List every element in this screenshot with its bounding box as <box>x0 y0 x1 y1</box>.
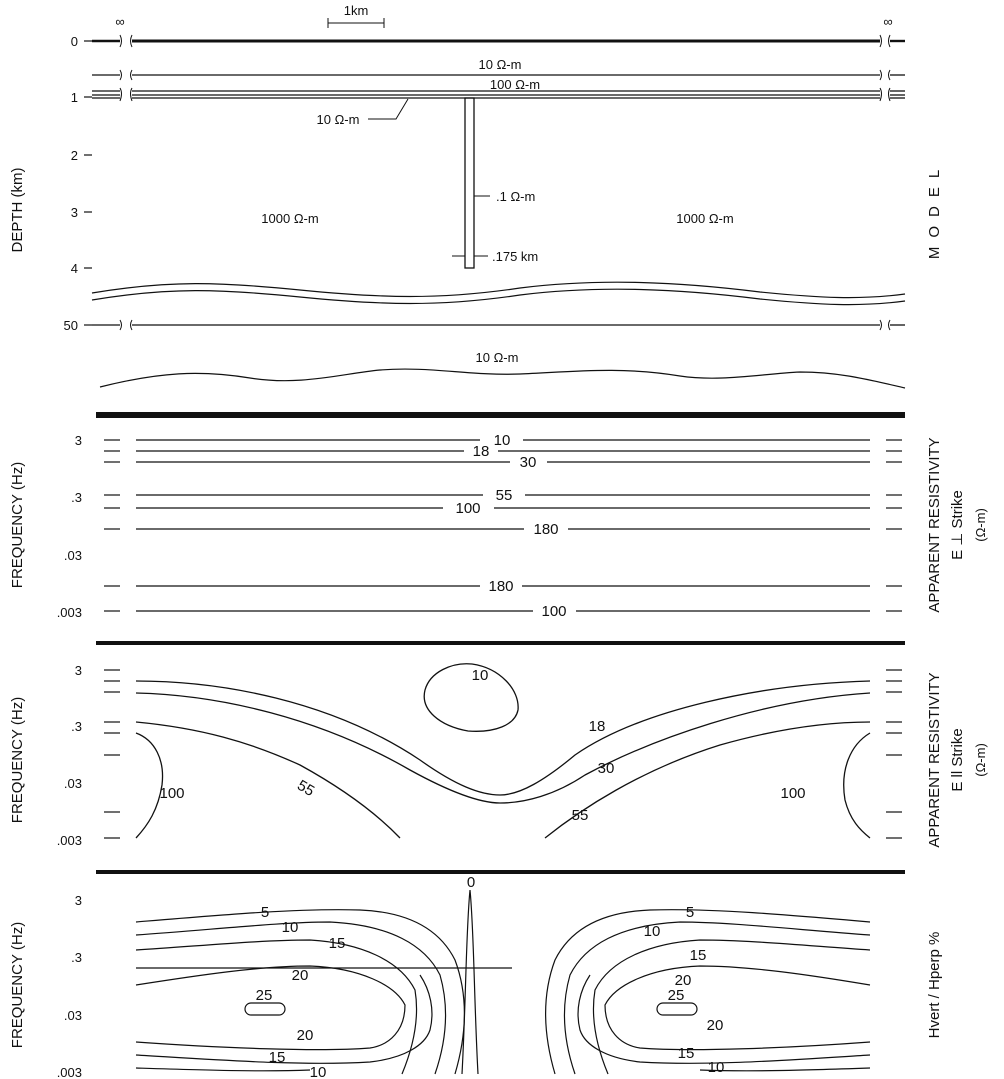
h-left-10: 10 <box>282 919 299 936</box>
par-contour-55-right: 55 <box>572 807 589 824</box>
host-right-label: 1000 Ω-m <box>676 211 733 226</box>
layer-top-label: 10 Ω-m <box>479 57 522 72</box>
perp-tick-3: 3 <box>75 433 82 448</box>
depth-tick-2: 2 <box>71 148 78 163</box>
h-right-5: 5 <box>686 904 694 921</box>
infinity-right-icon: ∞ <box>883 14 892 29</box>
h-right-20b: 20 <box>707 1017 724 1034</box>
par-contour-lines <box>135 663 871 839</box>
side-sub-e-perp: E ⊥ Strike <box>949 490 966 560</box>
depth-tick-0: 0 <box>71 34 78 49</box>
perp-contour-100: 100 <box>455 500 480 517</box>
perp-contour-180b: 180 <box>488 578 513 595</box>
model-panel: DEPTH (km) 0 1 2 3 4 50 ∞ ∞ 1km <box>9 3 943 389</box>
h-contour-0: 0 <box>467 874 475 891</box>
panel-h-ratio: FREQUENCY (Hz) 3 .3 .03 .003 <box>9 874 871 1079</box>
h-contour-lines <box>135 889 871 1075</box>
h-right-20a: 20 <box>675 972 692 989</box>
h-right-10b: 10 <box>708 1059 725 1076</box>
h-ylabel: FREQUENCY (Hz) <box>9 922 26 1048</box>
layer-low-leader <box>368 98 409 120</box>
perp-tick-0003: .003 <box>57 605 82 620</box>
depth-tick-dashes <box>84 40 92 326</box>
perp-tick-03: .3 <box>71 490 82 505</box>
perp-contour-lines <box>104 439 902 612</box>
depth-tick-50: 50 <box>64 318 78 333</box>
side-title-h-ratio: Hvert / Hperp % <box>926 932 943 1039</box>
par-ylabel: FREQUENCY (Hz) <box>9 697 26 823</box>
par-contour-100-right: 100 <box>780 785 805 802</box>
h-left-10b: 10 <box>310 1064 327 1079</box>
host-left-label: 1000 Ω-m <box>261 211 318 226</box>
layer-low-left-label: 10 Ω-m <box>317 112 360 127</box>
dike-resistivity-label: .1 Ω-m <box>496 189 535 204</box>
perp-contour-180a: 180 <box>533 521 558 538</box>
side-unit-e-perp: (Ω-m) <box>973 508 988 542</box>
perp-contour-55: 55 <box>496 487 513 504</box>
h-right-15b: 15 <box>678 1045 695 1062</box>
h-left-25: 25 <box>256 987 273 1004</box>
infinity-left-icon: ∞ <box>115 14 124 29</box>
depth-tick-4: 4 <box>71 261 78 276</box>
h-left-15b: 15 <box>269 1049 286 1066</box>
depth-tick-1: 1 <box>71 90 78 105</box>
h-tick-3: 3 <box>75 893 82 908</box>
perp-contour-100b: 100 <box>541 603 566 620</box>
h-left-20a: 20 <box>292 967 309 984</box>
par-contour-100-left: 100 <box>159 785 184 802</box>
h-right-10: 10 <box>644 923 661 940</box>
side-unit-e-par: (Ω-m) <box>973 743 988 777</box>
model-ylabel: DEPTH (km) <box>9 168 26 253</box>
h-right-15: 15 <box>690 947 707 964</box>
side-sub-e-par: E ll Strike <box>949 728 966 791</box>
par-contour-10: 10 <box>472 667 489 684</box>
h-tick-003: .03 <box>64 1008 82 1023</box>
panel-e-perp: FREQUENCY (Hz) 3 .3 .03 .003 10 18 30 55… <box>9 432 902 620</box>
side-title-resistivity-upper: APPARENT RESISTIVITY <box>926 437 943 612</box>
layer-mid-label: 100 Ω-m <box>490 77 540 92</box>
h-tick-03: .3 <box>71 950 82 965</box>
h-left-20b: 20 <box>297 1027 314 1044</box>
perp-contour-10: 10 <box>494 432 511 449</box>
side-titles: APPARENT RESISTIVITY E ⊥ Strike (Ω-m) AP… <box>926 437 988 1038</box>
perp-tick-003: .03 <box>64 548 82 563</box>
par-contour-18: 18 <box>589 718 606 735</box>
h-left-15: 15 <box>329 935 346 952</box>
scale-bar: 1km <box>327 3 385 28</box>
h-tick-0003: .003 <box>57 1065 82 1079</box>
depth-tick-3: 3 <box>71 205 78 220</box>
perp-contour-30: 30 <box>520 454 537 471</box>
perp-ylabel: FREQUENCY (Hz) <box>9 462 26 588</box>
scale-bar-label: 1km <box>344 3 369 18</box>
par-tick-003: .03 <box>64 776 82 791</box>
par-edge-dashes <box>104 669 902 839</box>
h-right-25: 25 <box>668 987 685 1004</box>
model-side-title: MODEL <box>926 161 943 259</box>
par-contour-55-left: 55 <box>294 777 317 800</box>
conductive-dike <box>464 97 475 269</box>
depth-break <box>91 281 906 306</box>
panel-e-parallel: FREQUENCY (Hz) 3 .3 .03 .003 <box>9 663 902 848</box>
perp-contour-18: 18 <box>473 443 490 460</box>
surface-line <box>92 34 905 48</box>
layer-boundaries <box>92 69 905 102</box>
deep-boundary <box>92 319 905 331</box>
par-tick-0003: .003 <box>57 833 82 848</box>
h-left-5: 5 <box>261 904 269 921</box>
basement-wave <box>99 368 906 389</box>
par-tick-3: 3 <box>75 663 82 678</box>
par-tick-03: .3 <box>71 719 82 734</box>
side-title-resistivity-lower: APPARENT RESISTIVITY <box>926 672 943 847</box>
basement-label: 10 Ω-m <box>476 350 519 365</box>
par-contour-30: 30 <box>598 760 615 777</box>
dike-width-label: .175 km <box>492 249 538 264</box>
